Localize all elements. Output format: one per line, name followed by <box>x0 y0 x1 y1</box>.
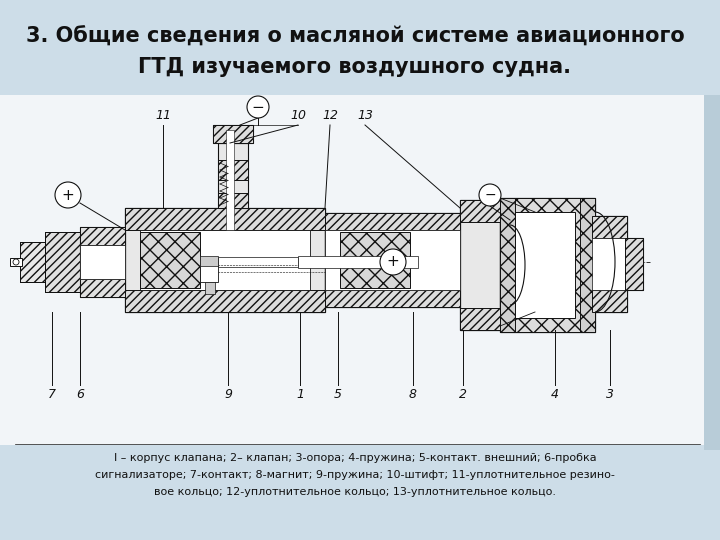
Bar <box>325 213 460 230</box>
Text: вое кольцо; 12-уплотнительное кольцо; 13-уплотнительное кольцо.: вое кольцо; 12-уплотнительное кольцо; 13… <box>154 487 556 497</box>
Circle shape <box>13 259 19 265</box>
Bar <box>500 198 595 332</box>
Text: 8: 8 <box>409 388 417 401</box>
Bar <box>200 260 218 282</box>
Text: 2: 2 <box>459 388 467 401</box>
Bar <box>592 216 627 312</box>
Bar <box>80 227 125 245</box>
Bar <box>80 279 125 297</box>
Bar <box>20 242 45 282</box>
Text: 11: 11 <box>155 109 171 122</box>
Text: 6: 6 <box>76 388 84 401</box>
Bar <box>125 208 325 312</box>
Bar <box>340 232 410 288</box>
Bar <box>510 212 575 318</box>
Bar <box>45 232 80 292</box>
Bar <box>200 256 218 266</box>
Text: 1: 1 <box>296 388 304 401</box>
Text: 10: 10 <box>290 109 306 122</box>
Bar <box>625 238 643 290</box>
Bar <box>80 227 125 297</box>
Text: +: + <box>387 254 400 269</box>
Bar <box>704 95 720 450</box>
Text: 9: 9 <box>224 388 232 401</box>
Text: I – корпус клапана; 2– клапан; 3-опора; 4-пружина; 5-контакт. внешний; 6-пробка: I – корпус клапана; 2– клапан; 3-опора; … <box>114 453 596 463</box>
Bar <box>140 232 200 288</box>
Text: −: − <box>251 99 264 114</box>
Bar <box>325 230 460 290</box>
Bar <box>325 213 460 307</box>
Bar <box>218 257 298 267</box>
Bar <box>205 282 215 294</box>
Bar <box>580 198 595 332</box>
Bar <box>140 230 310 290</box>
Bar <box>10 258 22 266</box>
Bar <box>460 200 500 330</box>
Bar <box>0 0 720 100</box>
Bar <box>592 290 627 312</box>
Text: 12: 12 <box>322 109 338 122</box>
Bar <box>460 200 500 222</box>
Bar <box>325 290 460 307</box>
Bar <box>592 238 627 290</box>
Text: 7: 7 <box>48 388 56 401</box>
Bar <box>80 245 125 279</box>
Text: +: + <box>62 187 74 202</box>
Text: ГТД изучаемого воздушного судна.: ГТД изучаемого воздушного судна. <box>138 57 572 77</box>
Circle shape <box>247 96 269 118</box>
Text: −: − <box>484 188 496 202</box>
Text: 5: 5 <box>334 388 342 401</box>
Bar <box>45 232 80 292</box>
Text: 4: 4 <box>551 388 559 401</box>
Bar <box>213 125 253 143</box>
Bar <box>213 125 253 143</box>
Bar <box>125 208 325 230</box>
Bar <box>460 308 500 330</box>
Bar <box>500 198 595 332</box>
Circle shape <box>479 184 501 206</box>
Circle shape <box>380 249 406 275</box>
Bar <box>500 198 515 332</box>
Bar <box>218 143 248 208</box>
Bar <box>218 193 248 208</box>
Bar <box>592 216 627 238</box>
Circle shape <box>55 182 81 208</box>
Text: 3: 3 <box>606 388 614 401</box>
Text: 3. Общие сведения о масляной системе авиационного: 3. Общие сведения о масляной системе ави… <box>26 27 685 47</box>
Bar <box>0 95 720 450</box>
Bar <box>218 160 248 180</box>
Bar <box>298 256 418 268</box>
Bar <box>20 242 45 282</box>
Text: 13: 13 <box>357 109 373 122</box>
Bar <box>125 290 325 312</box>
Text: сигнализаторе; 7-контакт; 8-магнит; 9-пружина; 10-штифт; 11-уплотнительное резин: сигнализаторе; 7-контакт; 8-магнит; 9-пр… <box>95 470 615 480</box>
Bar <box>625 238 643 290</box>
Bar <box>226 130 234 230</box>
Bar <box>0 445 720 540</box>
